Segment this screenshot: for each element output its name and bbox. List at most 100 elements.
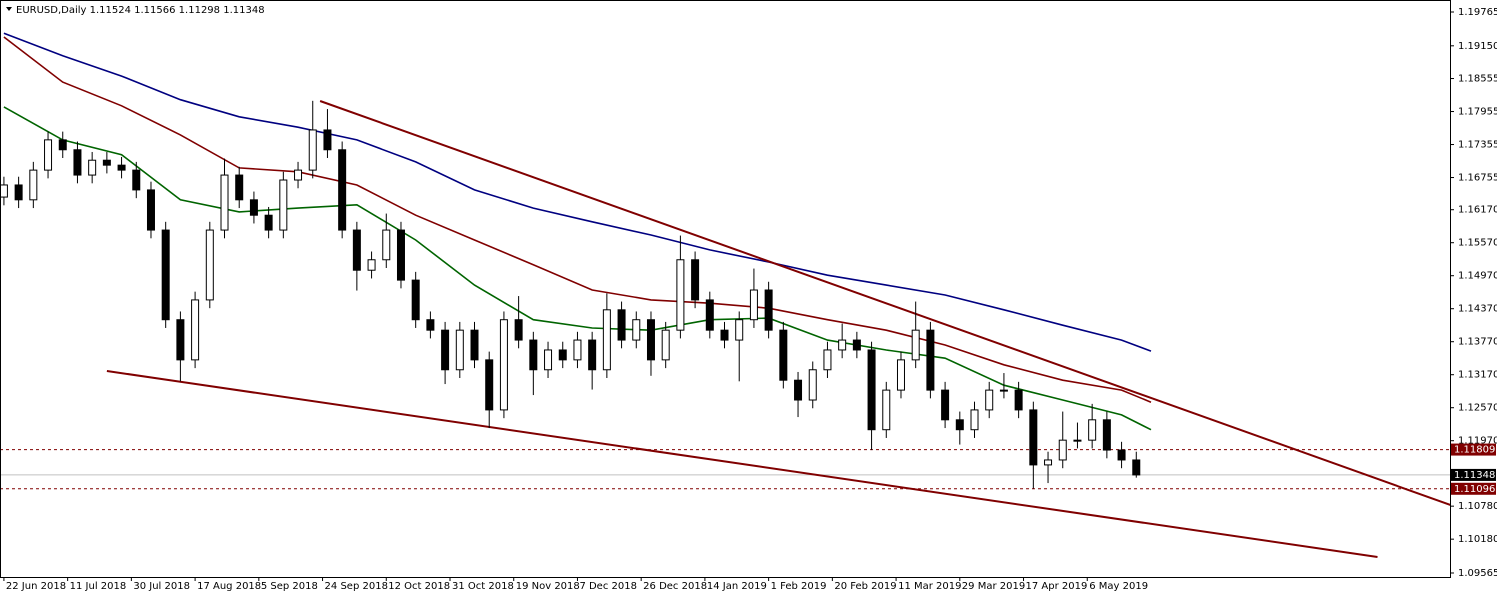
candle-body (852, 339, 861, 351)
x-tick-label: 30 Jul 2018 (133, 581, 190, 592)
candle-body (1088, 419, 1097, 441)
x-tick-label: 1 Feb 2019 (771, 581, 827, 592)
candle-body (764, 289, 773, 331)
candle-body (205, 229, 214, 301)
y-tick-label: 1.16170 (1458, 205, 1497, 216)
y-tick-label: 1.13170 (1458, 370, 1497, 381)
price-level-box (1451, 468, 1496, 481)
y-tick-label: 1.16755 (1458, 173, 1497, 184)
y-tick-label: 1.19765 (1458, 7, 1497, 18)
candle-body (1044, 459, 1053, 466)
price-level-label: 1.11096 (1454, 484, 1495, 495)
plot-frame (0, 0, 1451, 578)
x-tick-label: 22 Jun 2018 (6, 581, 66, 592)
candle-body (264, 214, 273, 231)
candle-body (838, 339, 847, 351)
y-tick-label: 1.14970 (1458, 271, 1497, 282)
symbol-menu-icon[interactable] (6, 7, 12, 11)
y-tick-label: 1.15570 (1458, 238, 1497, 249)
candle-body (646, 319, 655, 361)
candle-body (735, 319, 744, 341)
y-tick-label: 1.14370 (1458, 304, 1497, 315)
candle-body (999, 389, 1008, 392)
candle-body (308, 129, 317, 171)
x-tick-label: 12 Oct 2018 (388, 581, 450, 592)
candle-body (514, 319, 523, 341)
candle-body (58, 139, 67, 151)
candle-body (1117, 449, 1126, 461)
candle-body (367, 259, 376, 271)
candle-body (352, 229, 361, 271)
candle-body (14, 184, 23, 201)
y-tick-label: 1.11970 (1458, 436, 1497, 447)
y-tick-label: 1.10780 (1458, 501, 1497, 512)
candle-body (455, 329, 464, 371)
candle-body (426, 319, 435, 331)
y-tick-label: 1.19150 (1458, 41, 1497, 52)
price-level-box (1451, 443, 1496, 456)
candle-body (235, 174, 244, 201)
trendline (106, 370, 1378, 558)
x-tick-label: 24 Sep 2018 (325, 581, 388, 592)
x-tick-label: 11 Mar 2019 (898, 581, 961, 592)
x-tick-label: 20 Feb 2019 (834, 581, 896, 592)
candle-body (1058, 439, 1067, 461)
candle-body (73, 149, 82, 176)
price-level-label: 1.11348 (1454, 470, 1495, 481)
candle-body (823, 349, 832, 371)
candle-body (1102, 419, 1111, 451)
candle-body (808, 369, 817, 401)
candle-body (955, 419, 964, 431)
candle-body (617, 309, 626, 341)
x-tick-label: 5 Sep 2018 (261, 581, 318, 592)
x-tick-label: 11 Jul 2018 (70, 581, 127, 592)
candle-body (544, 349, 553, 371)
candle-body (191, 299, 200, 361)
candle-body (558, 349, 567, 361)
x-tick-label: 14 Jan 2019 (707, 581, 767, 592)
candle-body (279, 179, 288, 231)
candle-body (720, 329, 729, 341)
candle-body (602, 309, 611, 371)
candle-body (441, 329, 450, 371)
candle-body (588, 339, 597, 371)
candle-body (382, 229, 391, 261)
candle-body (294, 169, 303, 181)
candle-body (911, 329, 920, 361)
candle-body (1132, 459, 1141, 476)
trendline (319, 100, 1450, 506)
candle-body (1029, 409, 1038, 466)
candle-body (676, 259, 685, 331)
plot-area (1, 32, 1450, 558)
y-tick-label: 1.18555 (1458, 74, 1497, 85)
candle-body (985, 389, 994, 411)
candle-body (29, 169, 38, 201)
x-tick-label: 31 Oct 2018 (452, 581, 514, 592)
candle-body (632, 319, 641, 341)
candle-body (117, 164, 126, 171)
candle-body (1, 184, 8, 198)
candle-body (176, 319, 185, 361)
x-tick-label: 17 Aug 2018 (197, 581, 261, 592)
candle-body (499, 319, 508, 411)
y-tick-label: 1.10180 (1458, 534, 1497, 545)
candle-body (132, 169, 141, 191)
candle-body (1073, 439, 1082, 442)
candle-body (470, 329, 479, 361)
candle-body (882, 389, 891, 431)
candle-body (867, 349, 876, 431)
candle-body (691, 259, 700, 301)
price-level-label: 1.11809 (1454, 445, 1495, 456)
candle-body (161, 229, 170, 321)
candle-body (44, 139, 53, 171)
y-tick-label: 1.17955 (1458, 107, 1497, 118)
candle-body (661, 329, 670, 361)
x-tick-label: 17 Apr 2019 (1026, 581, 1088, 592)
candle-body (896, 359, 905, 391)
y-tick-label: 1.17355 (1458, 140, 1497, 151)
candle-body (529, 339, 538, 371)
x-tick-label: 7 Dec 2018 (579, 581, 637, 592)
candle-body (323, 129, 332, 151)
candle-body (705, 299, 714, 331)
